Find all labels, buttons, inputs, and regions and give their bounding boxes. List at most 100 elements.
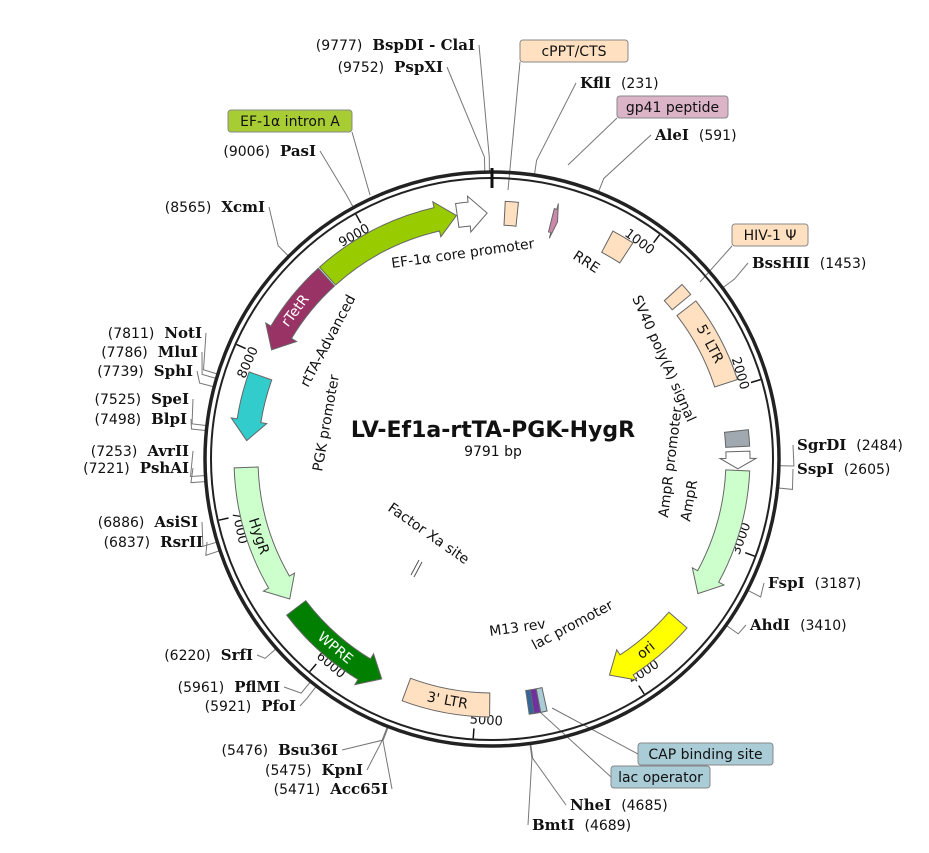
site-bsu36i[interactable]: (5476) Bsu36I xyxy=(222,741,338,759)
feature-rtetr[interactable] xyxy=(265,267,336,351)
feature-ampr-promoter[interactable] xyxy=(718,450,758,470)
feature-3-ltr[interactable] xyxy=(401,677,491,718)
site-kpni[interactable]: (5475) KpnI xyxy=(265,761,363,779)
site-kfli[interactable]: KflI (231) xyxy=(580,74,659,92)
feature-callouts: cPPT/CTS gp41 peptide EF-1α intron A HIV-1 … xyxy=(227,39,809,789)
callout-box[interactable] xyxy=(637,742,774,766)
site-spei[interactable]: (7525) SpeI xyxy=(95,390,189,408)
callout-label: lac operator xyxy=(618,770,703,786)
callout-label: HIV-1 Ψ xyxy=(744,228,797,244)
label-m13-rev: M13 rev xyxy=(488,616,546,640)
site-position: (7221) xyxy=(83,461,130,477)
feature-rre[interactable] xyxy=(600,230,634,264)
callout-box[interactable] xyxy=(227,109,353,133)
site-position: (2484) xyxy=(856,438,903,454)
site-position: (5475) xyxy=(265,763,312,779)
label-ef1a-core-promoter: EF-1α core promoter xyxy=(390,236,535,272)
site-xcmi[interactable]: (8565) XcmI xyxy=(165,198,265,216)
tick-mark xyxy=(638,685,645,695)
feature-ori[interactable] xyxy=(608,611,688,681)
feature-hygr[interactable] xyxy=(233,466,296,600)
site-leader xyxy=(196,370,214,388)
site-name: AhdI xyxy=(749,616,790,634)
feature-hiv-1[interactable] xyxy=(663,283,692,311)
feature-5-ltr[interactable] xyxy=(676,300,739,388)
feature-ef-1-core-promoter[interactable] xyxy=(454,194,488,234)
site-alei[interactable]: AleI (591) xyxy=(654,126,737,144)
feature-ampr[interactable] xyxy=(691,469,751,595)
site-leader xyxy=(190,467,205,484)
callout-box[interactable] xyxy=(519,39,629,63)
feature-gp41-peptide[interactable] xyxy=(547,203,559,239)
site-name: FspI xyxy=(768,574,805,592)
site-fspi[interactable]: FspI (3187) xyxy=(768,574,861,592)
callout-box[interactable] xyxy=(616,95,729,119)
feature-wpre[interactable] xyxy=(285,599,383,686)
site-noti[interactable]: (7811) NotI xyxy=(108,324,202,342)
callout-leader xyxy=(567,117,618,166)
site-pfoi[interactable]: (5921) PfoI xyxy=(205,697,296,715)
site-position: (4689) xyxy=(585,818,632,834)
site-avrii[interactable]: (7253) AvrII xyxy=(91,442,189,460)
site-name: NheI xyxy=(570,796,611,814)
callout-label: EF-1α intron A xyxy=(240,114,340,130)
site-pflmi[interactable]: (5961) PflMI xyxy=(178,678,280,696)
site-leader xyxy=(191,398,207,426)
site-name: PflMI xyxy=(234,678,280,696)
site-leader xyxy=(527,744,533,826)
site-position: (5921) xyxy=(205,699,252,715)
site-position: (7811) xyxy=(108,326,155,342)
site-leader xyxy=(747,582,765,598)
site-pasi[interactable]: (9006) PasI xyxy=(223,142,316,160)
feature-ef-1-intron-a[interactable] xyxy=(318,200,458,286)
tick-mark xyxy=(236,343,246,350)
site-sspi[interactable]: SspI (2605) xyxy=(797,460,890,478)
site-name: AsiSI xyxy=(153,513,198,531)
site-rsrii[interactable]: (6837) RsrII xyxy=(104,533,203,551)
site-position: (7525) xyxy=(95,392,142,408)
feature-cap-binding-site[interactable] xyxy=(525,689,535,715)
plasmid-length: 9791 bp xyxy=(464,444,522,460)
site-position: (6886) xyxy=(98,515,145,531)
site-leader xyxy=(319,150,354,208)
site-bmti[interactable]: BmtI (4689) xyxy=(532,816,631,834)
site-name: Bsu36I xyxy=(278,741,338,759)
site-position: (231) xyxy=(621,76,659,92)
callout-box[interactable] xyxy=(731,223,809,247)
site-blpi[interactable]: (7498) BlpI xyxy=(95,410,187,428)
feature-pgk-promoter[interactable] xyxy=(230,371,273,442)
site-leader xyxy=(201,351,216,379)
site-pspxi[interactable]: (9752) PspXI xyxy=(338,58,443,76)
feature-sv40-poly-a-signal[interactable] xyxy=(723,429,751,448)
site-name: PshAI xyxy=(140,459,189,477)
site-sgrdi[interactable]: SgrDI (2484) xyxy=(797,436,903,454)
site-leader xyxy=(190,418,206,431)
site-name: NotI xyxy=(164,324,202,342)
site-bspdi-clai[interactable]: (9777) BspDI - ClaI xyxy=(316,36,475,54)
site-position: (7253) xyxy=(91,444,138,460)
site-leader xyxy=(283,681,311,694)
site-leader xyxy=(299,686,317,707)
site-pshai[interactable]: (7221) PshAI xyxy=(83,459,189,477)
tick-mark xyxy=(750,378,761,384)
site-bsshii[interactable]: BssHII (1453) xyxy=(752,254,866,272)
site-name: PfoI xyxy=(261,697,296,715)
tick-mark xyxy=(218,517,229,521)
site-srfi[interactable]: (6220) SrfI xyxy=(164,646,253,664)
callout-box[interactable] xyxy=(610,765,711,789)
site-position: (2605) xyxy=(844,462,891,478)
site-sphi[interactable]: (7739) SphI xyxy=(97,362,193,380)
callout-leader xyxy=(351,131,371,196)
site-position: (6837) xyxy=(104,535,151,551)
site-mlui[interactable]: (7786) MluI xyxy=(101,343,198,361)
site-name: RsrII xyxy=(160,533,203,551)
site-acc65i[interactable]: (5471) Acc65I xyxy=(274,780,388,798)
feature-cppt-cts[interactable] xyxy=(503,200,519,227)
site-leader xyxy=(205,541,220,557)
site-name: PasI xyxy=(280,142,316,160)
site-asisi[interactable]: (6886) AsiSI xyxy=(98,513,198,531)
site-nhei[interactable]: NheI (4685) xyxy=(570,796,668,814)
site-name: AleI xyxy=(654,126,689,144)
site-ahdi[interactable]: AhdI (3410) xyxy=(749,616,847,634)
